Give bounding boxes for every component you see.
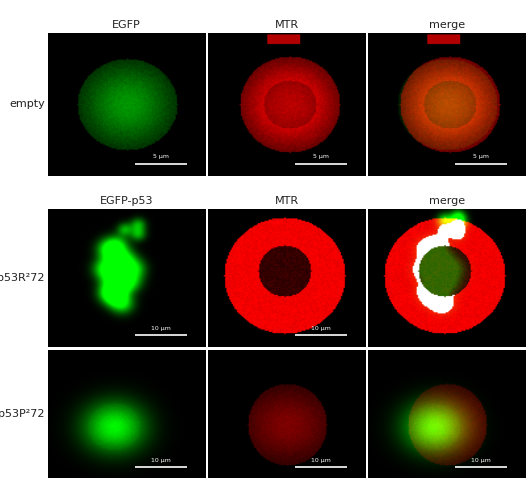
Text: EGFP: EGFP — [112, 20, 140, 30]
Text: EGFP-p53: EGFP-p53 — [100, 196, 153, 206]
Text: 5 μm: 5 μm — [153, 154, 169, 159]
Text: p53P²72: p53P²72 — [0, 409, 45, 418]
Text: p53R²72: p53R²72 — [0, 273, 45, 283]
Text: 10 μm: 10 μm — [311, 326, 331, 331]
Text: 10 μm: 10 μm — [151, 326, 171, 331]
Text: 10 μm: 10 μm — [471, 458, 491, 463]
Text: 5 μm: 5 μm — [473, 154, 489, 159]
Text: MTR: MTR — [275, 196, 298, 206]
Text: MTR: MTR — [275, 20, 298, 30]
Text: merge: merge — [429, 196, 465, 206]
Text: 5 μm: 5 μm — [313, 154, 329, 159]
Text: 10 μm: 10 μm — [311, 458, 331, 463]
Text: 10 μm: 10 μm — [151, 458, 171, 463]
Text: merge: merge — [429, 20, 465, 30]
Text: empty: empty — [9, 100, 45, 109]
